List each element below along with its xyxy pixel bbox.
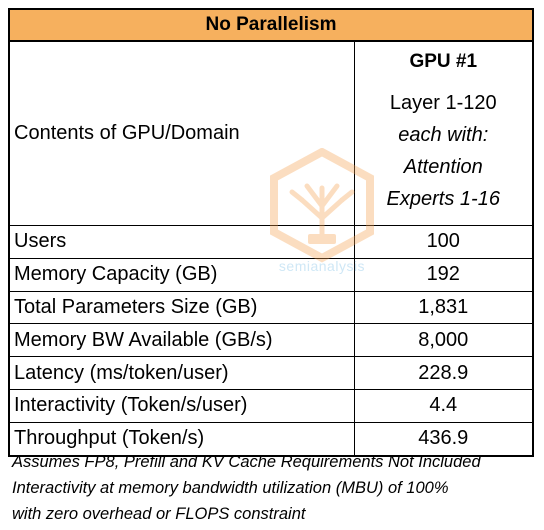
row-label: Interactivity (Token/s/user) xyxy=(10,389,354,423)
row-label: Memory Capacity (GB) xyxy=(10,258,354,292)
gpu-contents-cell: GPU #1 Layer 1-120 each with: Attention … xyxy=(353,41,532,226)
table-row: Memory Capacity (GB) 192 xyxy=(10,258,532,292)
gpu-line: Attention xyxy=(403,155,483,178)
gpu-line: Experts 1-16 xyxy=(386,187,500,210)
row-value: 1,831 xyxy=(353,291,532,325)
footnote-line: with zero overhead or FLOPS constraint xyxy=(12,505,306,523)
row-label: Total Parameters Size (GB) xyxy=(10,291,354,325)
comparison-table: No Parallelism Contents of GPU/Domain GP… xyxy=(8,8,534,457)
table-title: No Parallelism xyxy=(10,10,532,42)
gpu-line: Layer 1-120 xyxy=(389,91,497,114)
table-row: Users 100 xyxy=(10,225,532,259)
table-row: Latency (ms/token/user) 228.9 xyxy=(10,356,532,390)
row-label: Latency (ms/token/user) xyxy=(10,356,354,390)
row-value: 228.9 xyxy=(353,356,532,390)
header-row: Contents of GPU/Domain GPU #1 Layer 1-12… xyxy=(10,41,532,226)
row-label: Throughput (Token/s) xyxy=(14,427,205,450)
row-label: Memory BW Available (GB/s) xyxy=(10,323,354,358)
table-title-row: No Parallelism xyxy=(10,10,532,42)
row-value: 192 xyxy=(353,258,532,292)
table-row: Memory BW Available (GB/s) 8,000 xyxy=(10,323,532,358)
table-row: Total Parameters Size (GB) 1,831 xyxy=(10,291,532,325)
header-label: Contents of GPU/Domain xyxy=(10,41,354,226)
row-value: 100 xyxy=(353,225,532,259)
gpu-line: each with: xyxy=(398,123,489,146)
footnotes: Assumes FP8, Prefill and KV Cache Requir… xyxy=(12,449,481,527)
table-row: Interactivity (Token/s/user) 4.4 xyxy=(10,389,532,423)
row-value: 436.9 xyxy=(353,422,532,455)
footnote-line: Assumes FP8, Prefill and KV Cache Requir… xyxy=(12,453,481,471)
row-label: Users xyxy=(10,225,354,259)
gpu-title: GPU #1 xyxy=(409,50,478,72)
row-value: 4.4 xyxy=(353,389,532,423)
footnote-line: Interactivity at memory bandwidth utiliz… xyxy=(12,479,449,497)
table-row: Throughput (Token/s) 436.9 xyxy=(10,422,532,455)
row-value: 8,000 xyxy=(353,323,532,358)
